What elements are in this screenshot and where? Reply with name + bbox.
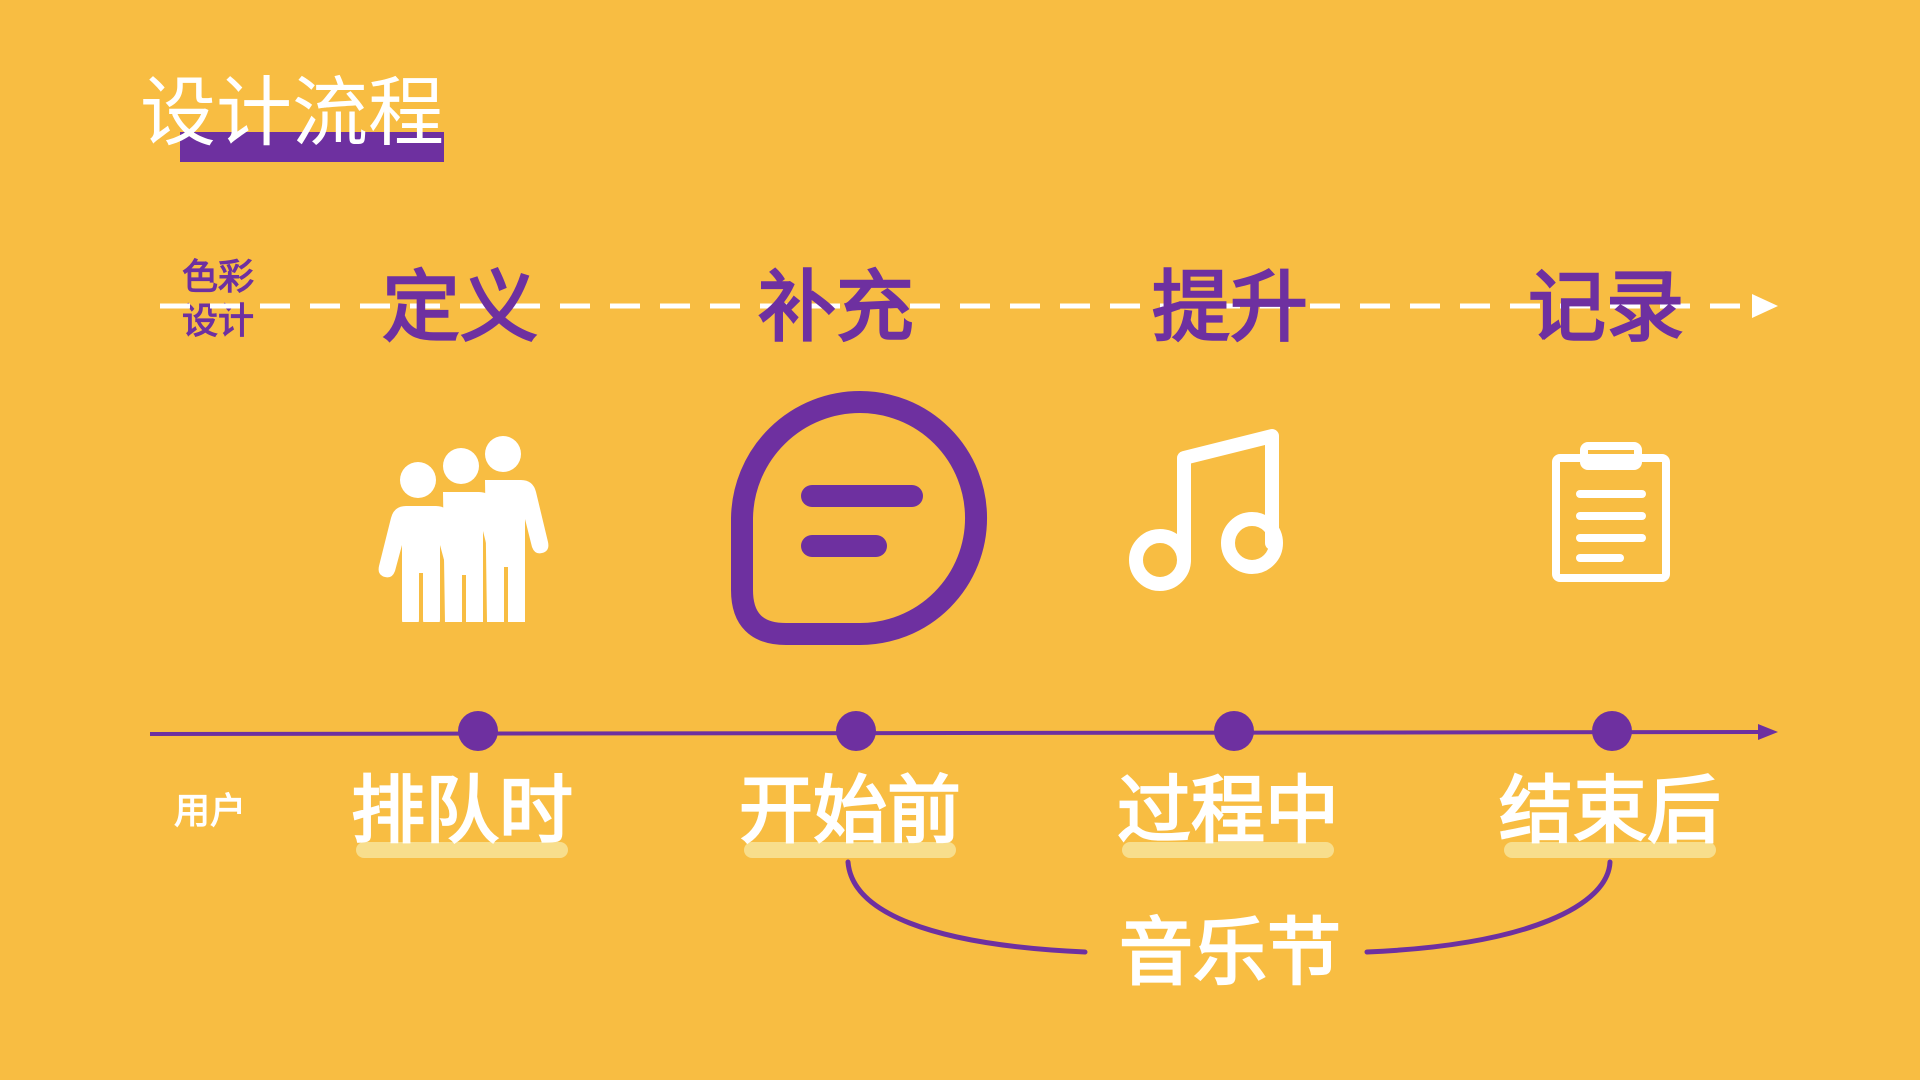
- phase-queueing: 排队时: [332, 766, 592, 876]
- phase-highlight: [744, 842, 956, 858]
- timeline-dot-3: [1214, 711, 1254, 751]
- phase-label: 结束后: [1499, 768, 1721, 854]
- phase-after-end: 结束后: [1480, 766, 1740, 876]
- clipboard-icon: [1552, 442, 1670, 582]
- timeline-arrow-head: [1758, 724, 1778, 740]
- phase-highlight: [1122, 842, 1334, 858]
- phase-label: 排队时: [351, 768, 573, 854]
- top-arrow-head: [1752, 294, 1778, 318]
- timeline-dot-2: [836, 711, 876, 751]
- music-note-icon: [1129, 429, 1283, 591]
- page-title-block: 设计流程: [140, 68, 450, 168]
- phase-highlight: [1504, 842, 1716, 858]
- stage-label-supplement: 补充: [757, 263, 914, 353]
- stage-label-define: 定义: [381, 263, 538, 353]
- people-group-icon: [378, 436, 549, 622]
- page-title: 设计流程: [140, 68, 444, 157]
- bracket-label-music-festival: 音乐节: [1119, 910, 1341, 996]
- bracket-curve-right: [1364, 859, 1613, 955]
- phase-before-start: 开始前: [720, 766, 980, 876]
- timeline-dot-4: [1592, 711, 1632, 751]
- chat-bubble-icon: [731, 391, 987, 645]
- timeline-dot-1: [458, 711, 498, 751]
- phase-highlight: [356, 842, 568, 858]
- row-label-user: 用户: [173, 791, 246, 832]
- title-underline-bar: [180, 132, 444, 162]
- phase-label: 开始前: [739, 768, 961, 854]
- stage-label-record: 记录: [1527, 263, 1684, 353]
- timeline-line: [149, 730, 1761, 736]
- phase-during: 过程中: [1098, 766, 1358, 876]
- bracket-curve-left: [845, 859, 1088, 955]
- phase-label: 过程中: [1117, 768, 1339, 854]
- stage-label-enhance: 提升: [1151, 263, 1308, 353]
